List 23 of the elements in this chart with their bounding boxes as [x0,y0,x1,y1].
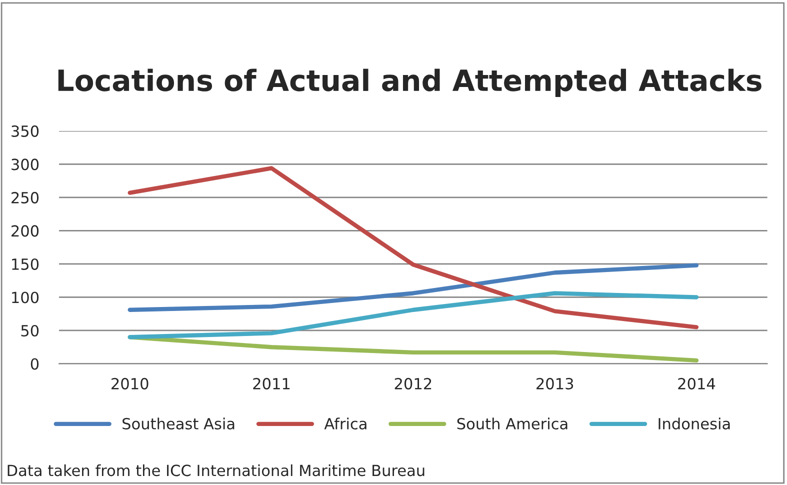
line-series [128,263,699,312]
x-tick-label: 2014 [678,378,716,390]
y-tick-label: 100 [12,292,39,304]
y-tick-label: 300 [12,158,39,170]
legend-label: Indonesia [658,418,730,430]
x-tick-label: 2011 [253,378,290,390]
y-tick-label: 250 [12,192,39,204]
y-tick-label: 0 [30,358,39,370]
legend-label: South America [457,418,568,430]
line-series [128,335,699,363]
x-tick-label: 2012 [394,378,432,390]
legend-label: Southeast Asia [122,418,234,430]
y-tick-label: 350 [12,125,39,137]
legend-label: Africa [324,418,366,430]
x-tick-label: 2010 [112,378,148,390]
line-series [128,291,699,340]
y-tick-label: 50 [21,324,39,337]
x-tick-label: 2013 [536,378,574,390]
chart-title: Locations of Actual and Attempted Attacks [58,68,762,97]
text: Data taken from the ICC International Maritime Bureau [8,464,424,476]
line-series [128,166,699,330]
y-tick-label: 150 [12,258,39,270]
y-tick-label: 200 [12,225,39,237]
